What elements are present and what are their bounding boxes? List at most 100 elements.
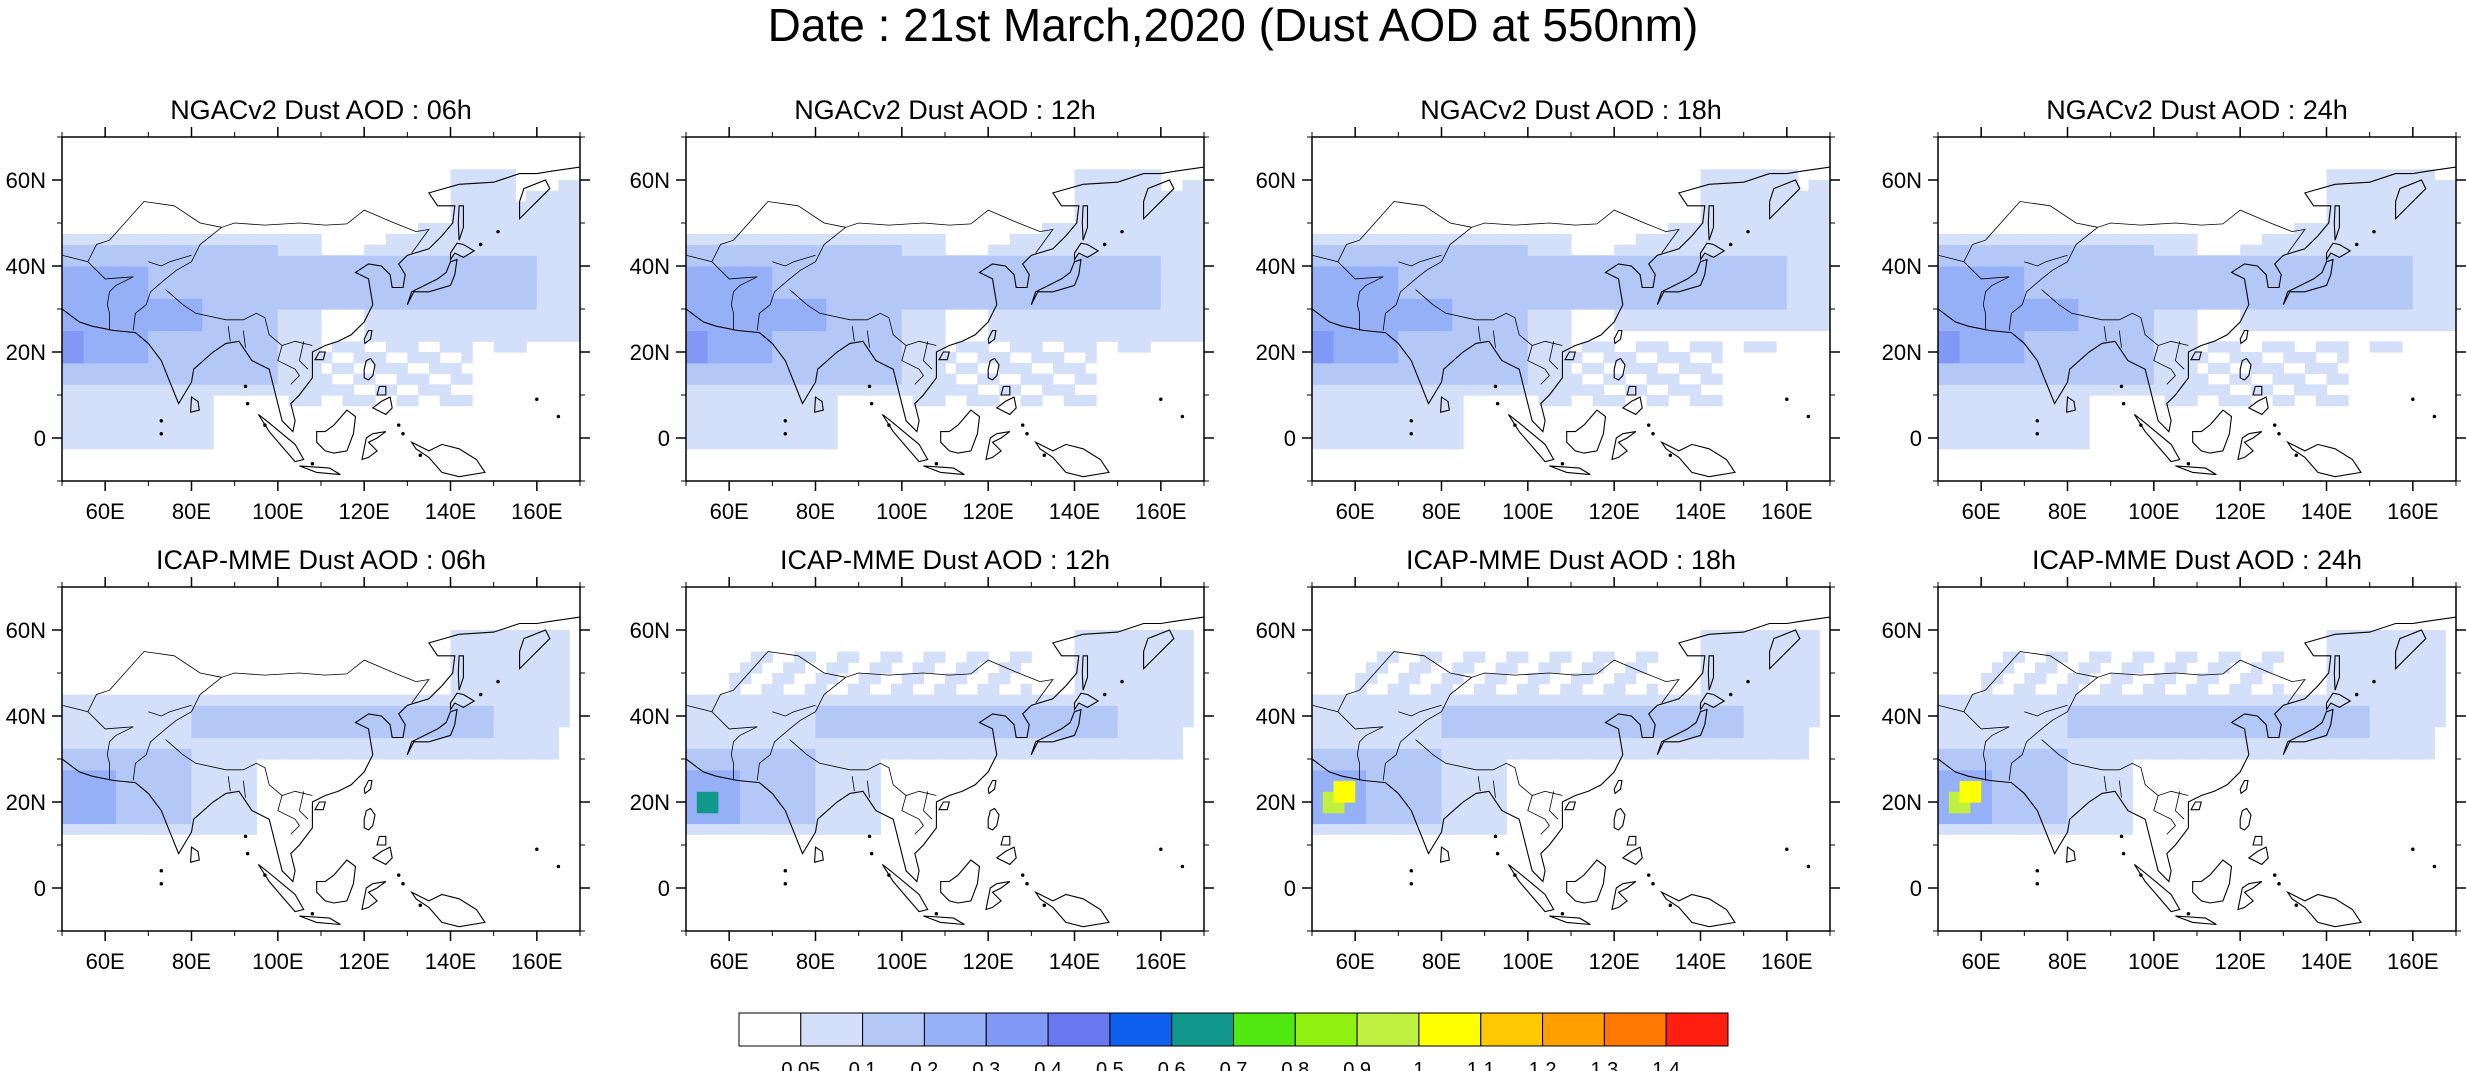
aod-cell — [1970, 395, 1982, 407]
aod-cell — [62, 255, 74, 267]
aod-cell — [2304, 309, 2317, 321]
aod-cell — [1711, 180, 1723, 192]
small-island — [783, 869, 788, 873]
aod-cell — [267, 233, 279, 246]
aod-cell — [1981, 244, 1993, 256]
aod-cell — [880, 662, 892, 674]
aod-cell — [2294, 384, 2306, 396]
aod-cell — [1517, 309, 1529, 321]
aod-cell — [1560, 373, 1572, 385]
aod-cell — [1031, 352, 1043, 364]
aod-cell — [428, 705, 441, 717]
aod-cell — [2412, 298, 2425, 310]
aod-cell — [783, 673, 795, 685]
aod-cell — [707, 395, 719, 407]
aod-cell — [2369, 190, 2382, 203]
aod-cell — [1150, 298, 1162, 310]
aod-cell — [137, 319, 149, 332]
aod-cell — [536, 298, 549, 310]
aod-cell — [1160, 319, 1173, 332]
aod-cell — [1333, 748, 1345, 760]
aod-cell — [1139, 694, 1151, 706]
aod-cell — [912, 255, 924, 267]
aod-cell — [202, 384, 214, 396]
aod-cell — [1074, 223, 1086, 235]
aod-cell — [837, 812, 849, 825]
aod-cell — [1635, 233, 1648, 246]
x-tick-label: 80E — [172, 499, 211, 524]
aod-cell — [1171, 651, 1183, 663]
aod-cell — [2283, 233, 2295, 246]
aod-cell — [223, 769, 236, 782]
island-coastline — [190, 846, 200, 863]
aod-cell — [1819, 255, 1830, 267]
aod-cell — [504, 341, 516, 353]
aod-cell — [1409, 341, 1421, 353]
aod-cell — [83, 716, 95, 728]
aod-cell — [740, 309, 752, 321]
aod-cell — [1732, 298, 1745, 310]
aod-cell — [1322, 823, 1335, 835]
aod-cell — [2089, 298, 2101, 310]
aod-cell — [1678, 276, 1691, 289]
aod-cell — [180, 716, 193, 728]
aod-cell — [707, 309, 719, 321]
aod-cell — [1085, 244, 1097, 256]
aod-cell — [999, 309, 1011, 321]
small-island — [159, 881, 164, 886]
aod-cell — [1754, 309, 1766, 321]
aod-cell — [750, 362, 763, 375]
aod-cell — [923, 748, 935, 760]
aod-cell — [2132, 309, 2144, 321]
aod-cell — [450, 233, 462, 246]
aod-cell — [1722, 287, 1734, 299]
aod-cell — [718, 769, 730, 782]
aod-cell — [504, 266, 516, 278]
aod-cell — [2045, 309, 2058, 321]
aod-cell — [1085, 640, 1097, 653]
aod-cell — [159, 759, 171, 771]
aod-cell — [858, 694, 871, 706]
aod-cell — [815, 759, 827, 771]
aod-cell — [826, 298, 838, 310]
aod-cell — [686, 780, 698, 792]
aod-cell — [493, 190, 506, 203]
aod-cell — [1182, 330, 1194, 342]
aod-cell — [1171, 276, 1183, 289]
aod-cell — [2434, 255, 2446, 267]
aod-cell — [1981, 405, 1993, 418]
aod-cell — [837, 651, 849, 663]
aod-cell — [1463, 255, 1475, 267]
aod-cell — [761, 438, 773, 450]
aod-cell — [1312, 705, 1324, 717]
aod-cell — [493, 298, 506, 310]
aod-cell — [2229, 255, 2241, 267]
aod-cell — [1430, 416, 1443, 428]
aod-cell — [696, 395, 709, 407]
aod-cell — [1473, 276, 1486, 289]
aod-cell — [1042, 737, 1054, 749]
aod-cell — [804, 759, 817, 771]
aod-cell — [256, 244, 268, 256]
aod-cell — [718, 373, 730, 385]
aod-cell — [439, 705, 452, 717]
aod-cell — [407, 233, 419, 246]
aod-cell — [1333, 759, 1345, 771]
aod-cell — [1646, 341, 1658, 353]
aod-cell — [2110, 319, 2123, 332]
aod-cell — [331, 716, 344, 728]
aod-cell — [1732, 180, 1745, 192]
aod-cell — [1473, 748, 1486, 760]
aod-cell — [2186, 319, 2198, 332]
aod-cell — [1020, 319, 1032, 332]
aod-cell — [526, 319, 538, 332]
aod-cell — [891, 694, 903, 706]
aod-cell — [1463, 716, 1475, 728]
aod-cell — [1549, 287, 1561, 299]
aod-cell — [2164, 266, 2176, 278]
aod-cell — [169, 244, 182, 256]
aod-cell — [472, 673, 484, 685]
aod-cell — [1797, 233, 1809, 246]
aod-cell — [526, 255, 538, 267]
aod-cell — [1441, 769, 1453, 782]
